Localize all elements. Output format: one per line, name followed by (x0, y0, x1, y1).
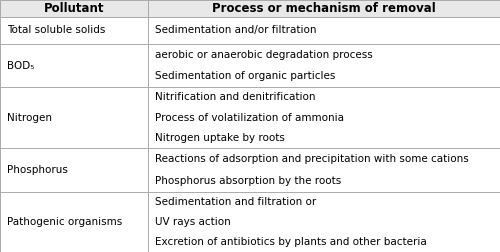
Text: Process or mechanism of removal: Process or mechanism of removal (212, 2, 436, 15)
Text: Reactions of adsorption and precipitation with some cations: Reactions of adsorption and precipitatio… (155, 154, 469, 164)
Text: Pathogenic organisms: Pathogenic organisms (8, 217, 122, 227)
Bar (0, 87, 500, 148)
Text: Nitrogen uptake by roots: Nitrogen uptake by roots (155, 133, 285, 143)
Text: aerobic or anaerobic degradation process: aerobic or anaerobic degradation process (155, 50, 373, 60)
Bar (0, 192, 500, 252)
Bar (0, 0, 500, 17)
Text: Nitrification and denitrification: Nitrification and denitrification (155, 92, 316, 103)
Text: Process of volatilization of ammonia: Process of volatilization of ammonia (155, 113, 344, 123)
Text: Phosphorus: Phosphorus (8, 165, 68, 175)
Text: Sedimentation of organic particles: Sedimentation of organic particles (155, 71, 336, 81)
Text: Pollutant: Pollutant (44, 2, 104, 15)
Text: Sedimentation and filtration or: Sedimentation and filtration or (155, 197, 316, 207)
Text: Sedimentation and/or filtration: Sedimentation and/or filtration (155, 25, 316, 35)
Bar (0, 17, 500, 44)
Bar (0, 44, 500, 87)
Text: Excretion of antibiotics by plants and other bacteria: Excretion of antibiotics by plants and o… (155, 237, 427, 247)
Text: Total soluble solids: Total soluble solids (8, 25, 106, 35)
Text: Nitrogen: Nitrogen (8, 113, 52, 123)
Bar (0, 148, 500, 192)
Text: Phosphorus absorption by the roots: Phosphorus absorption by the roots (155, 176, 341, 186)
Text: UV rays action: UV rays action (155, 217, 231, 227)
Text: BOD₅: BOD₅ (8, 60, 35, 71)
